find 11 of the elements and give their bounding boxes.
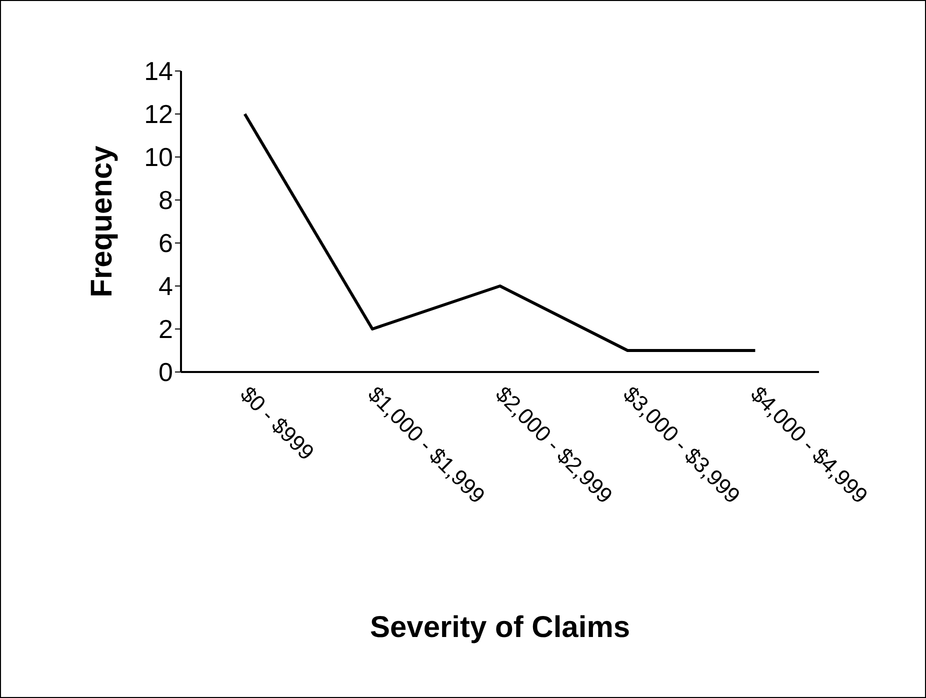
x-axis-title: Severity of Claims [370, 611, 630, 644]
y-axis-title: Frequency [86, 145, 119, 298]
y-tick-label: 6 [158, 228, 173, 258]
y-tick-label: 12 [144, 99, 173, 130]
line-series [243, 112, 757, 352]
y-tick-label: 0 [158, 357, 173, 388]
y-tick-label: 10 [144, 142, 173, 172]
y-tick-label: 4 [158, 271, 173, 302]
y-tick-label: 14 [144, 56, 173, 86]
y-tick-label: 8 [158, 185, 173, 216]
y-tick-label: 2 [158, 314, 173, 344]
